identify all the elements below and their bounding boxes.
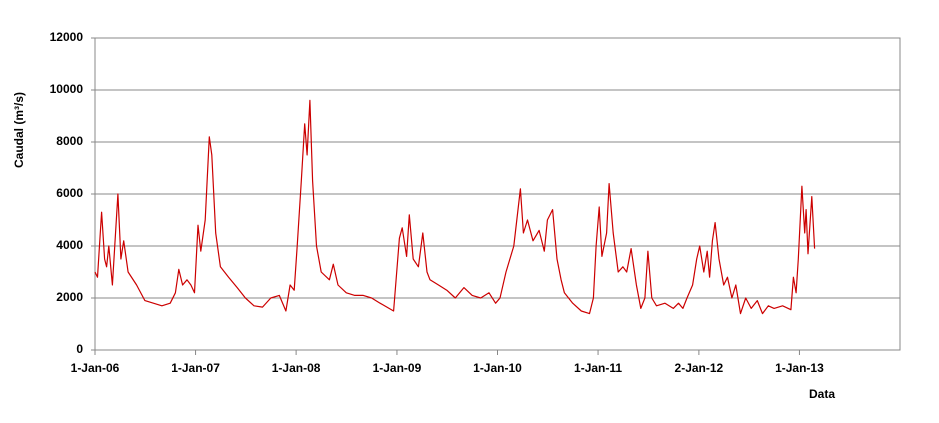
x-tick-label: 1-Jan-09 [373,361,422,375]
y-tick-label: 12000 [50,30,84,44]
x-tick-label: 1-Jan-10 [473,361,522,375]
y-axis-label: Caudal (m³/s) [12,92,26,168]
x-tick-label: 1-Jan-07 [171,361,220,375]
x-tick-label: 1-Jan-13 [775,361,824,375]
y-tick-label: 4000 [56,238,83,252]
y-tick-label: 10000 [50,82,84,96]
y-tick-label: 6000 [56,186,83,200]
x-tick-label: 1-Jan-08 [272,361,321,375]
y-tick-label: 2000 [56,290,83,304]
y-tick-label: 0 [76,342,83,356]
data-line [94,99,816,315]
x-tick-label: 2-Jan-12 [675,361,724,375]
y-tick-label: 8000 [56,134,83,148]
x-axis-label: Data [809,387,835,401]
x-tick-label: 1-Jan-06 [71,361,120,375]
x-tick-label: 1-Jan-11 [574,361,622,375]
